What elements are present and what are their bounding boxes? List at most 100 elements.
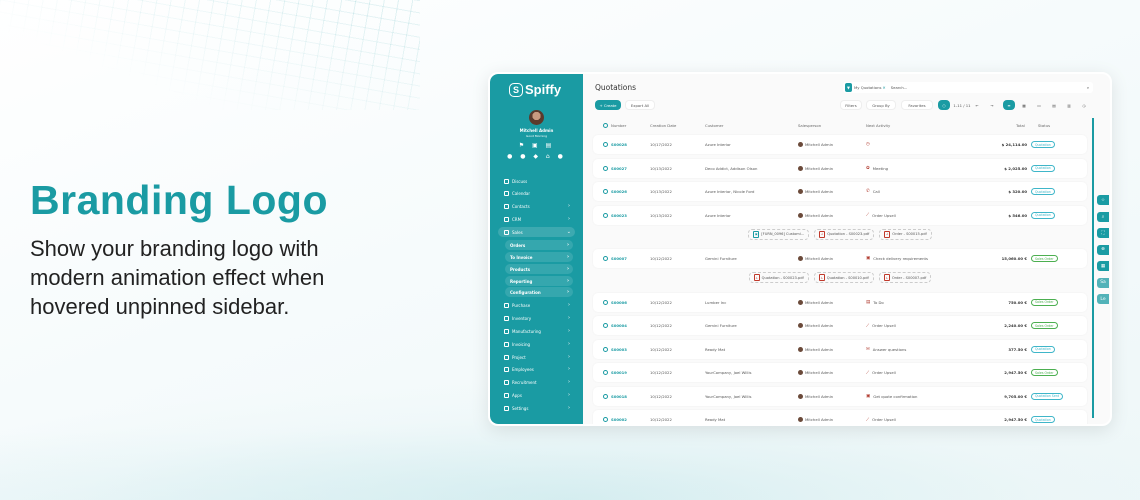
table-row[interactable]: S00018 10/12/2022 YourCompany, Joel Willis… — [593, 386, 1087, 406]
checkbox[interactable] — [603, 189, 608, 194]
checkbox[interactable] — [603, 165, 608, 171]
quick-icons[interactable]: ⚑ ▣ ▤ — [518, 142, 555, 149]
table-row[interactable]: S00007 10/12/2022 Gemini Furniture Mitchell… — [593, 249, 1087, 268]
attachment[interactable]: ⅄ Quotation - S00010.pdf — [813, 272, 874, 283]
favorites-button[interactable]: Favorites — [901, 100, 933, 110]
search-input[interactable]: Search... — [890, 85, 908, 90]
row-checkbox[interactable] — [603, 159, 608, 178]
create-button[interactable]: + Create — [595, 100, 621, 110]
attachment[interactable]: ⅄ Quotation - S00023.pdf — [814, 228, 875, 240]
col-status[interactable]: Status — [1038, 123, 1051, 128]
brand-logo[interactable]: S Spiffy — [509, 82, 561, 97]
filters-button[interactable]: Filters — [840, 100, 862, 110]
table-row[interactable]: S00027 10/13/2022 Deco Addict, Addison Ols… — [593, 158, 1087, 178]
checkbox[interactable] — [603, 323, 608, 328]
checkbox[interactable] — [603, 370, 608, 375]
row-checkbox[interactable] — [603, 293, 608, 312]
calendar-view-icon[interactable]: ▭ — [1037, 102, 1041, 108]
sidebar-item-inventory[interactable]: Inventory › — [502, 313, 574, 323]
kanban-view-icon[interactable]: ▦ — [1022, 102, 1026, 108]
row-checkbox[interactable] — [603, 410, 608, 424]
remove-filter-icon[interactable]: ✕ — [882, 85, 886, 90]
graph-view-icon[interactable]: ▥ — [1067, 102, 1071, 108]
sidebar-item-crm[interactable]: CRM › — [502, 214, 574, 224]
table-row[interactable]: S00023 10/13/2022 Azure Interior Mitchell A… — [593, 205, 1087, 225]
chart-icon[interactable]: ⟋ — [866, 417, 870, 423]
attachment[interactable]: ⅄ Quotation - S00023.pdf — [748, 272, 809, 283]
sidebar-item-reporting[interactable]: Reporting › — [505, 276, 573, 286]
attachment[interactable]: ⅄ Order - S00007.pdf — [878, 272, 932, 283]
col-date[interactable]: Creation Date — [650, 123, 677, 128]
sidebar-item-manufacturing[interactable]: Manufacturing › — [502, 326, 574, 336]
row-checkbox[interactable] — [603, 249, 608, 268]
table-row[interactable]: S00006 10/12/2022 Lumber Inc Mitchell Admin… — [593, 292, 1087, 312]
search-bar[interactable]: ▼ My Quotations ✕ Search... ⌕ — [843, 82, 1093, 93]
sidebar-item-to-invoice[interactable]: To Invoice › — [505, 252, 573, 262]
row-checkbox[interactable] — [603, 340, 608, 359]
toggle-icon[interactable]: ○ — [938, 100, 950, 110]
sidebar-item-recruitment[interactable]: Recruitment › — [502, 377, 574, 387]
grid-icon[interactable]: ▦ — [1097, 261, 1109, 271]
chart-icon[interactable]: ⟋ — [866, 213, 870, 218]
sidebar-item-project[interactable]: Project › — [502, 352, 574, 362]
table-row[interactable]: S00004 10/12/2022 Gemini Furniture Mitchell… — [593, 316, 1087, 335]
floating-sa-button[interactable]: Sa — [1097, 277, 1109, 288]
pivot-view-icon[interactable]: ▤ — [1052, 102, 1056, 108]
sidebar-item-configuration[interactable]: Configuration › — [505, 287, 573, 297]
checkbox[interactable] — [603, 346, 608, 352]
scrollbar[interactable] — [1092, 118, 1094, 418]
row-checkbox[interactable] — [603, 316, 608, 335]
checkbox[interactable] — [603, 212, 608, 218]
table-row[interactable]: S00002 10/12/2022 Ready Mat Mitchell Admin ⟋… — [593, 410, 1087, 424]
col-number[interactable]: Number — [611, 123, 627, 128]
col-next-activity[interactable]: Next Activity — [866, 123, 891, 128]
systray-icons[interactable]: ● ● ◆ ⌂ ● — [507, 153, 566, 160]
avatar[interactable] — [529, 110, 544, 125]
checkbox[interactable] — [603, 142, 608, 147]
sidebar-item-sales[interactable]: Sales ⌄ — [498, 227, 575, 237]
sidebar-item-calendar[interactable]: Calendar — [502, 188, 574, 198]
chart-icon[interactable]: ⟋ — [866, 323, 870, 329]
row-checkbox[interactable] — [603, 387, 608, 406]
row-checkbox[interactable] — [603, 206, 608, 225]
attachment[interactable]: ⅄ Order - S00015.pdf — [879, 228, 932, 240]
zoom-icon[interactable]: ⊕ — [1097, 244, 1109, 255]
group-by-button[interactable]: Group By — [866, 100, 896, 110]
checkbox[interactable] — [603, 417, 608, 422]
export-all-button[interactable]: Export All — [625, 100, 655, 110]
prev-page-icon[interactable]: ← — [975, 102, 979, 108]
calendar-icon[interactable]: ▣ — [866, 256, 871, 261]
sidebar-item-discuss[interactable]: Discuss — [502, 176, 574, 186]
col-salesperson[interactable]: Salesperson — [798, 123, 822, 128]
checkbox[interactable] — [603, 299, 608, 305]
table-row[interactable]: S00019 10/12/2022 YourCompany, Joel Willis… — [593, 363, 1087, 382]
sidebar-item-contacts[interactable]: Contacts › — [502, 201, 574, 211]
search-icon[interactable]: ⌕ — [1086, 85, 1089, 90]
sidebar-item-purchase[interactable]: Purchase › — [502, 300, 574, 310]
row-checkbox[interactable] — [603, 363, 608, 382]
activity-view-icon[interactable]: ◷ — [1082, 102, 1086, 108]
calendar-icon[interactable]: ▣ — [866, 393, 871, 399]
sidebar-item-settings[interactable]: Settings › — [502, 403, 574, 413]
todo-icon[interactable]: ▤ — [866, 299, 871, 305]
checkbox[interactable] — [603, 256, 608, 261]
sidebar-item-products[interactable]: Products › — [505, 264, 573, 274]
filter-tag[interactable]: My Quotations — [854, 85, 882, 90]
checkbox[interactable] — [603, 393, 608, 399]
select-all-checkbox[interactable] — [603, 123, 608, 128]
floating-le-button[interactable]: Le — [1097, 294, 1109, 304]
row-checkbox[interactable] — [603, 135, 608, 154]
sidebar-item-orders[interactable]: Orders › — [505, 240, 573, 250]
meeting-icon[interactable]: ✿ — [866, 165, 870, 171]
col-customer[interactable]: Customer — [705, 123, 724, 128]
sidebar-item-invoicing[interactable]: Invoicing › — [502, 339, 574, 349]
row-checkbox[interactable] — [603, 182, 608, 201]
col-total[interactable]: Total — [1016, 123, 1025, 128]
sidebar-item-employees[interactable]: Employees › — [502, 364, 574, 374]
next-page-icon[interactable]: → — [990, 102, 994, 108]
chart-icon[interactable]: ⟋ — [866, 370, 870, 376]
attachment[interactable]: ▣ [FURN_0096] Customi... — [748, 228, 810, 240]
table-row[interactable]: S00028 10/17/2022 Azure Interior Mitchell A… — [593, 135, 1087, 154]
search-icon[interactable]: ⌕ — [1097, 211, 1109, 222]
clock-icon[interactable]: ◷ — [866, 142, 870, 147]
